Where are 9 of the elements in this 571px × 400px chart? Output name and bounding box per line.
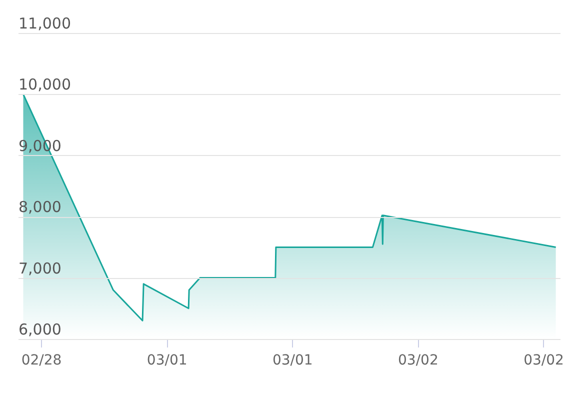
x-tick-label: 03/01 bbox=[146, 352, 188, 368]
y-tick-label: 11,000 bbox=[18, 14, 71, 32]
x-tick-label: 03/01 bbox=[272, 352, 313, 368]
y-tick-label: 10,000 bbox=[18, 76, 71, 94]
x-tick-label: 02/28 bbox=[21, 352, 62, 368]
y-tick-label: 6,000 bbox=[18, 320, 62, 338]
y-tick-label: 7,000 bbox=[18, 259, 62, 278]
x-tick-label: 03/02 bbox=[524, 352, 564, 368]
x-tick-label: 03/02 bbox=[398, 352, 438, 368]
